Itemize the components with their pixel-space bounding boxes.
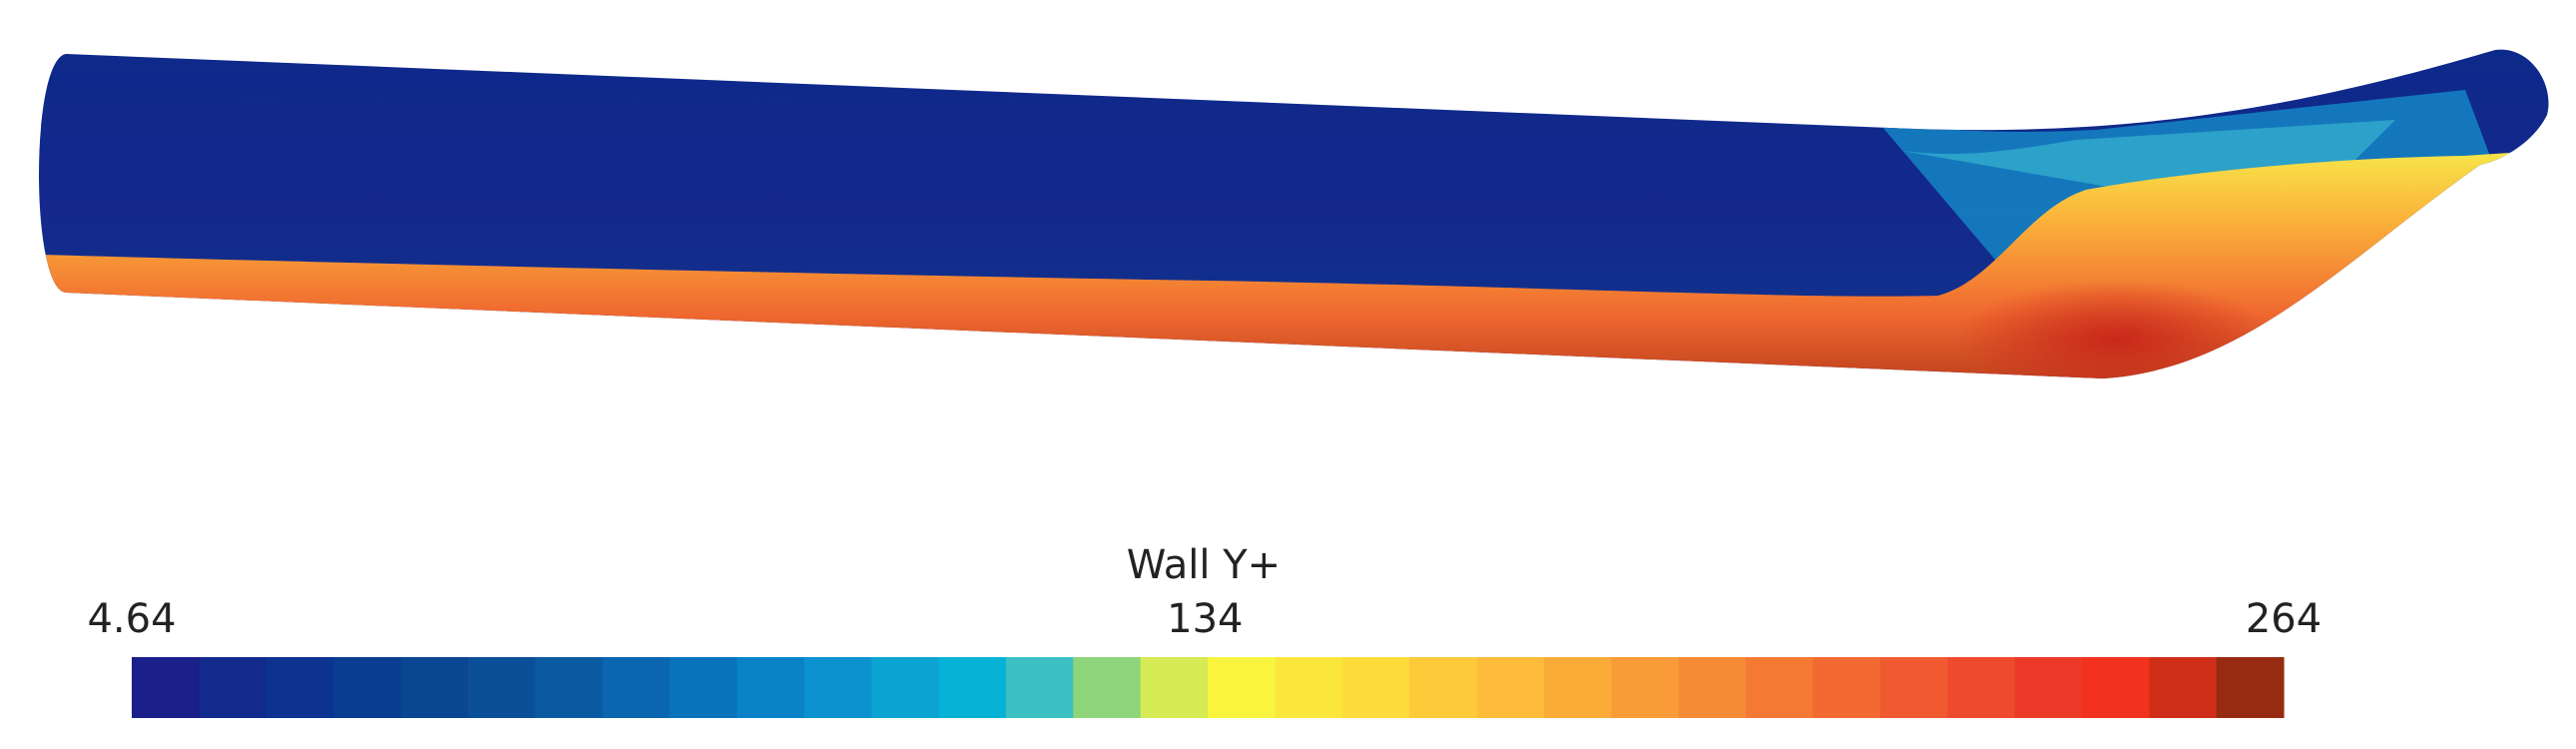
colorbar: Wall Y+ 4.64 134 264 (87, 542, 2321, 718)
color-swatch (265, 657, 334, 718)
color-swatch (400, 657, 469, 718)
color-swatch (938, 657, 1007, 718)
color-swatch (737, 657, 805, 718)
color-swatch (1678, 657, 1747, 718)
color-swatch (199, 657, 267, 718)
pipe-hotspot (1956, 280, 2276, 378)
color-swatch (1208, 657, 1276, 718)
color-swatch (602, 657, 671, 718)
color-swatch (2014, 657, 2083, 718)
color-swatch (1476, 657, 1545, 718)
color-swatch (1947, 657, 2016, 718)
color-swatch (670, 657, 738, 718)
color-swatch (1275, 657, 1343, 718)
color-swatch (535, 657, 604, 718)
color-swatch (2149, 657, 2218, 718)
color-swatch (1005, 657, 1074, 718)
color-swatch (132, 657, 200, 718)
color-swatch (803, 657, 872, 718)
color-swatch (1409, 657, 1478, 718)
color-swatch (467, 657, 536, 718)
color-swatch (1879, 657, 1948, 718)
tick-label: 134 (1167, 596, 1243, 642)
color-swatch (1812, 657, 1881, 718)
color-swatch (1140, 657, 1209, 718)
pipe-surface (39, 49, 2549, 378)
tick-label: 264 (2246, 596, 2321, 642)
color-swatch (333, 657, 402, 718)
color-swatch (1611, 657, 1680, 718)
tick-label: 4.64 (87, 596, 176, 642)
color-swatch (871, 657, 940, 718)
color-swatch (1746, 657, 1813, 718)
color-swatch (1341, 657, 1410, 718)
color-swatch (1543, 657, 1612, 718)
color-swatch (2081, 657, 2150, 718)
color-swatch (2216, 657, 2285, 718)
color-swatch (1073, 657, 1142, 718)
colorbar-title: Wall Y+ (1127, 542, 1281, 588)
